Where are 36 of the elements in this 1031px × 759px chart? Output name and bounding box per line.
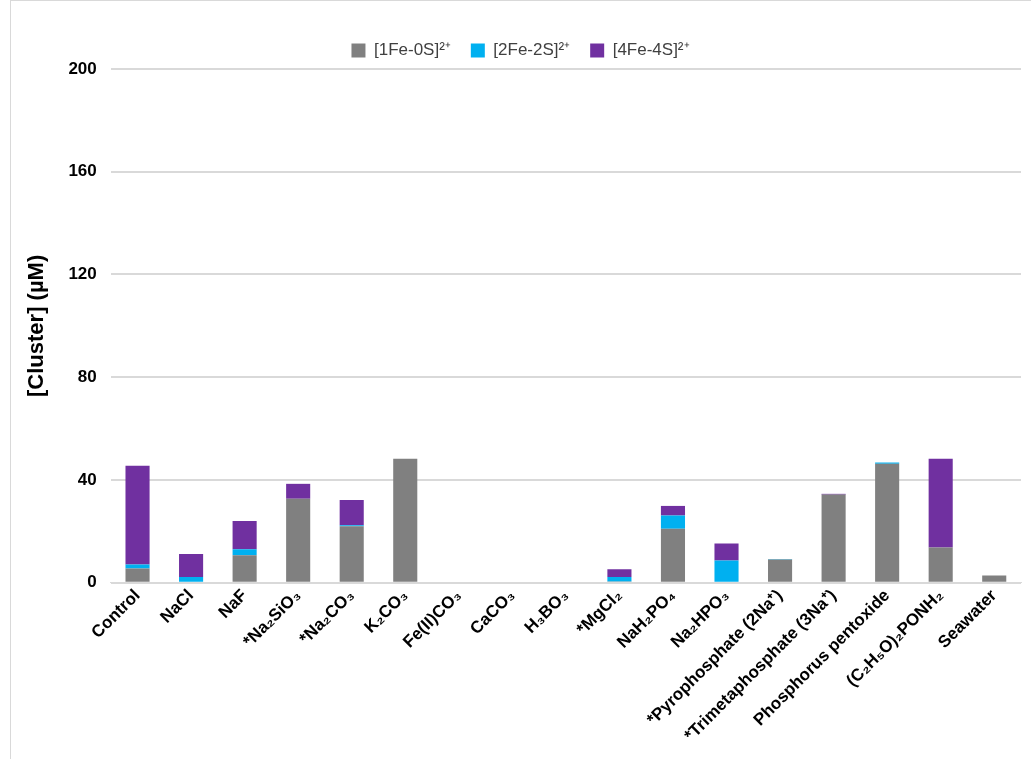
bar (714, 543, 739, 561)
bar (339, 526, 364, 582)
legend-label: [1Fe-0S]²⁺ (373, 40, 451, 60)
legend-label: [2Fe-2S]²⁺ (493, 40, 571, 60)
bar (232, 549, 257, 556)
bar (660, 528, 686, 582)
bar (607, 577, 632, 582)
bar (875, 463, 900, 582)
y-tick-label: 40 (77, 469, 97, 489)
bar (125, 465, 150, 565)
y-tick-label: 160 (68, 161, 97, 181)
y-axis-title: [Cluster] (µM) (23, 254, 49, 397)
bar (928, 547, 953, 582)
y-tick-label: 80 (77, 366, 97, 386)
bar (660, 505, 686, 516)
y-tick-label: 200 (68, 58, 97, 78)
bar (125, 568, 150, 582)
bar (393, 458, 418, 582)
bar (821, 494, 846, 582)
bar (660, 515, 686, 529)
bar (607, 569, 632, 578)
y-tick-label: 120 (68, 264, 97, 284)
bar (286, 498, 311, 582)
bar (339, 500, 364, 526)
bar (179, 577, 204, 582)
bar (714, 560, 739, 582)
legend-label: [4Fe-4S]²⁺ (612, 40, 690, 60)
bar (232, 555, 257, 582)
bar (125, 564, 150, 569)
bar (928, 458, 953, 548)
bar (982, 575, 1007, 582)
bar (768, 559, 793, 582)
bar (286, 483, 311, 499)
bar (179, 553, 204, 578)
y-tick-label: 0 (87, 572, 97, 592)
bar (232, 521, 257, 550)
